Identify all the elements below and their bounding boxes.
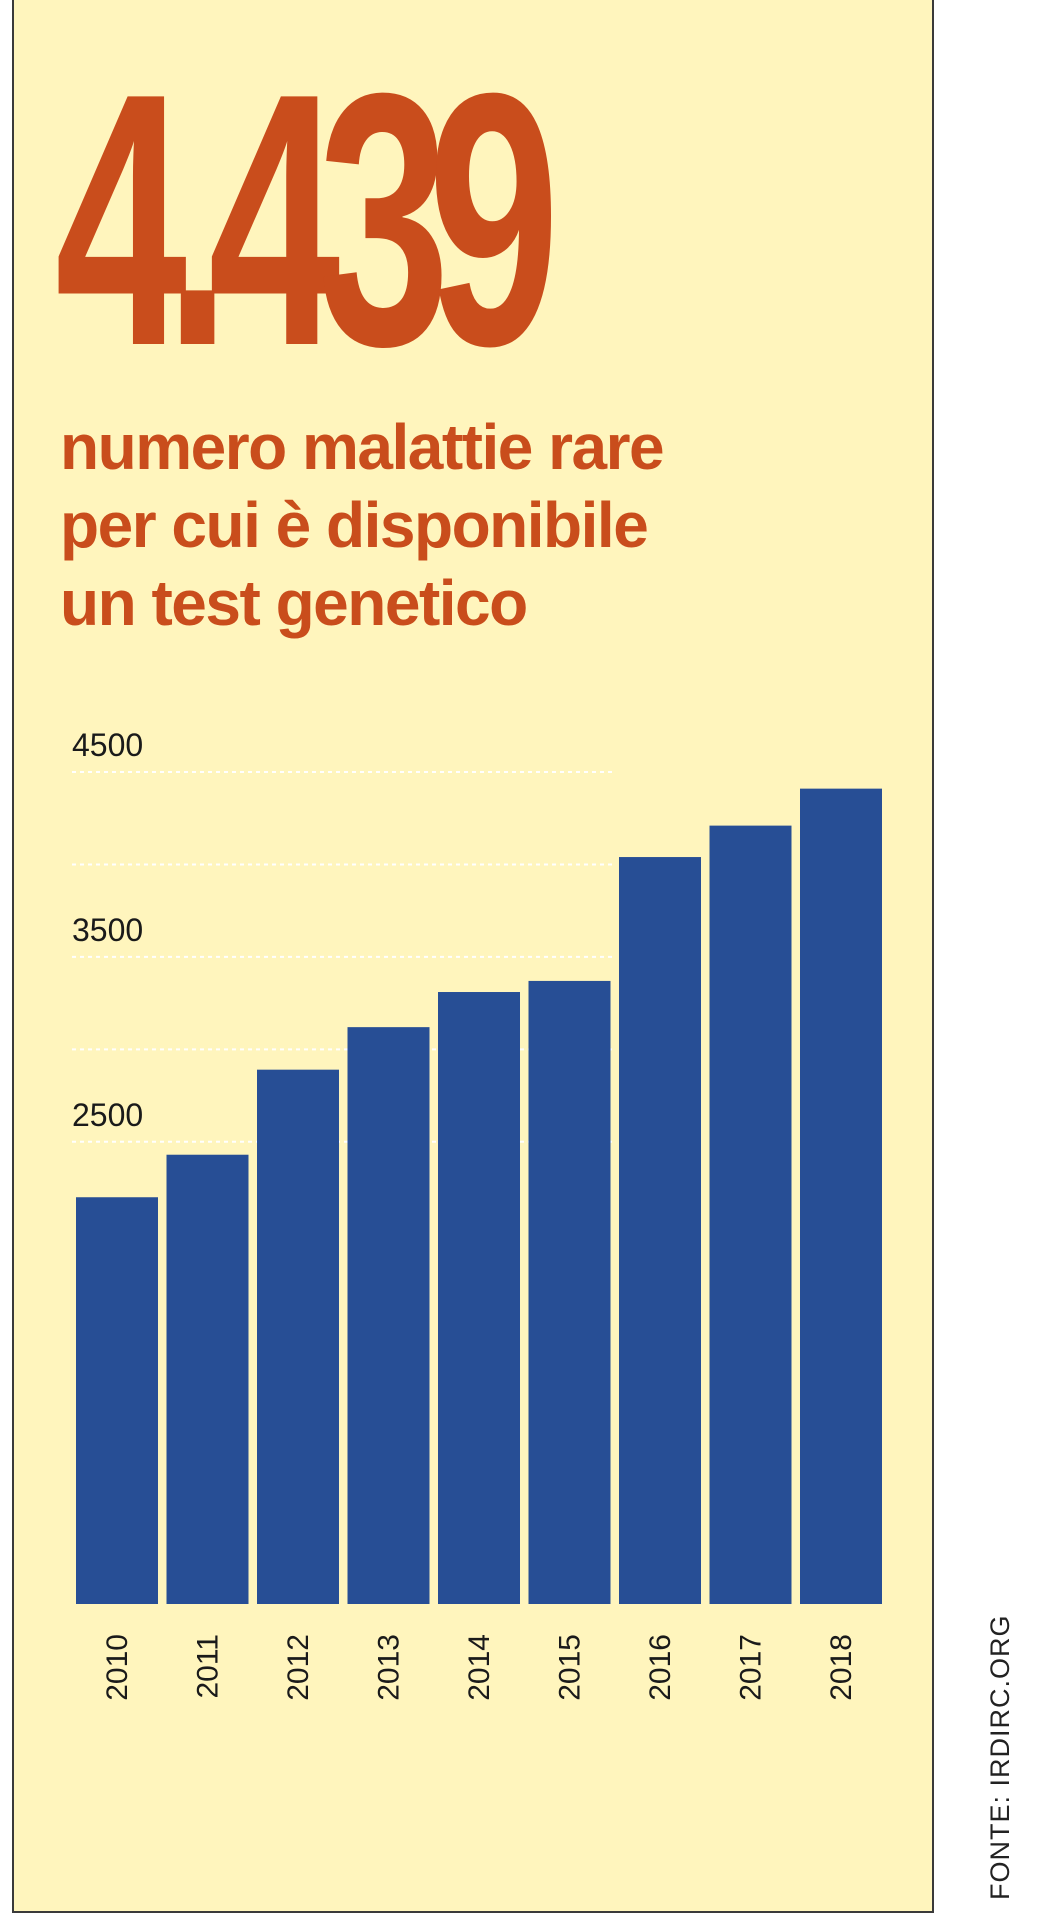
bar-2010 <box>76 1197 158 1604</box>
source-credit: FONTE: IRDIRC.ORG <box>985 1614 1015 1901</box>
bars <box>76 788 882 1604</box>
bar-2015 <box>528 980 611 1604</box>
x-tick-2015: 2015 <box>554 1634 587 1701</box>
subtitle-line-2: per cui è disponibile <box>60 489 649 561</box>
y-tick-4500: 4500 <box>72 727 143 763</box>
headline-number: 4.439 <box>55 19 560 421</box>
bar-2018 <box>800 788 882 1604</box>
bar-2016 <box>619 857 701 1604</box>
bar-2013 <box>347 1027 430 1604</box>
x-tick-2013: 2013 <box>373 1634 406 1701</box>
x-tick-2012: 2012 <box>282 1634 315 1701</box>
bar-2014 <box>438 992 520 1604</box>
x-tick-2017: 2017 <box>735 1634 768 1701</box>
y-tick-labels: 2500 3500 4500 <box>72 727 143 1133</box>
x-tick-2011: 2011 <box>192 1634 225 1699</box>
gridlines <box>72 771 612 1143</box>
headline-subtitle: numero malattie rare per cui è disponibi… <box>60 408 880 642</box>
subtitle-line-3: un test genetico <box>60 567 528 639</box>
bar-2017 <box>709 825 792 1604</box>
y-tick-2500: 2500 <box>72 1097 143 1133</box>
x-tick-2010: 2010 <box>101 1634 134 1701</box>
x-tick-labels: 2010 2011 2012 2013 2014 2015 2016 2017 2018 <box>101 1634 858 1701</box>
x-tick-2014: 2014 <box>463 1634 496 1701</box>
bar-2012 <box>257 1069 339 1604</box>
x-tick-2018: 2018 <box>825 1634 858 1701</box>
subtitle-line-1: numero malattie rare <box>60 411 665 483</box>
y-tick-3500: 3500 <box>72 912 143 948</box>
bar-2011 <box>166 1154 249 1604</box>
x-tick-2016: 2016 <box>644 1634 677 1701</box>
